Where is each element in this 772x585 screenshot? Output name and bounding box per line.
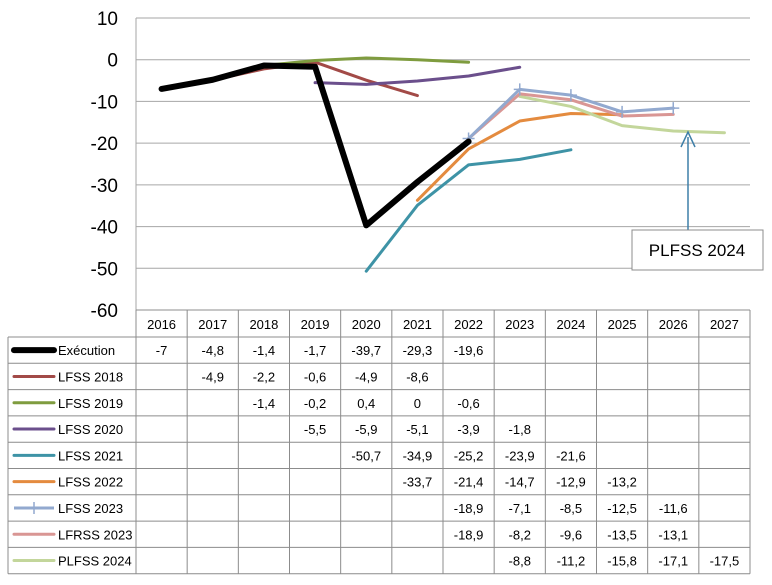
table-cell-value: -5,1 (406, 422, 428, 437)
series-marker (564, 89, 577, 102)
table-cell-value: -23,9 (505, 448, 535, 463)
table-header-year: 2018 (249, 317, 278, 332)
table-header-year: 2020 (352, 317, 381, 332)
table-cell-value: -4,8 (202, 343, 224, 358)
table-header-year: 2026 (659, 317, 688, 332)
table-cell-value: -7 (156, 343, 168, 358)
series-marker (616, 105, 629, 118)
table-cell-value: -25,2 (454, 448, 484, 463)
table-cell-value: -1,8 (509, 422, 531, 437)
table-cell-value: -39,7 (351, 343, 381, 358)
table-row-label: LFSS 2019 (58, 396, 123, 411)
table-row-label: LFSS 2020 (58, 422, 123, 437)
table-row-label: LFSS 2022 (58, 475, 123, 490)
table-row-label: LFRSS 2023 (58, 527, 132, 542)
data-table: 2016 2017 2018 2019 2020 2021 2022 2023 2024 2025… (7, 309, 751, 575)
table-cell-value: -0,6 (304, 369, 326, 384)
table-cell-value: -14,7 (505, 475, 535, 490)
y-tick-label: -20 (91, 134, 118, 155)
table-cell-value: -29,3 (403, 343, 433, 358)
series-line-lfss-2019 (262, 56, 471, 68)
table-cell-value: -8,6 (406, 369, 428, 384)
table-cell-value: -17,1 (658, 554, 688, 569)
series-marker (667, 102, 680, 115)
table-header-year: 2022 (454, 317, 483, 332)
table-cell-value: -21,6 (556, 448, 586, 463)
annotation-arrowhead (680, 130, 696, 148)
table-header-year: 2025 (608, 317, 637, 332)
legend-key-marker (28, 501, 40, 514)
table-cell-value: -19,6 (454, 343, 484, 358)
table-cell-value: -12,5 (607, 501, 637, 516)
table-row-label: LFSS 2021 (58, 448, 123, 463)
table-cell-value: -5,9 (355, 422, 377, 437)
table-header-year: 2024 (556, 317, 585, 332)
table-cell-value: -3,9 (457, 422, 479, 437)
series-line-lfss-2020 (313, 65, 522, 86)
table-cell-value: -1,4 (253, 396, 275, 411)
table-cell-value: -21,4 (454, 475, 484, 490)
y-tick-label: -10 (91, 92, 118, 113)
table-cell-value: -15,8 (607, 554, 637, 569)
series-line-lfss-2021 (364, 148, 573, 273)
y-tick-label: -40 (91, 218, 118, 239)
table-cell-value: -18,9 (454, 501, 484, 516)
y-tick-label: -50 (91, 259, 118, 280)
table-cell-value: -8,5 (560, 501, 582, 516)
y-tick-label: 0 (107, 51, 118, 72)
table-cell-value: -0,6 (457, 396, 479, 411)
table-header-year: 2017 (198, 317, 227, 332)
table-cell-value: -5,5 (304, 422, 326, 437)
table-cell-value: -8,8 (509, 554, 531, 569)
table-cell-value: -2,2 (253, 369, 275, 384)
table-cell-value: -34,9 (403, 448, 433, 463)
table-cell-value: -13,5 (607, 527, 637, 542)
table-cell-value: -13,2 (607, 475, 637, 490)
series-line-ex-cution (158, 62, 472, 229)
annotation-box (631, 229, 764, 271)
table-cell-value: 0,4 (357, 396, 375, 411)
table-cell-value: -9,6 (560, 527, 582, 542)
table-cell-value: -4,9 (355, 369, 377, 384)
series-line-plfss-2024 (518, 94, 726, 135)
table-row-label: Exécution (58, 343, 115, 358)
table-cell-value: -50,7 (351, 448, 381, 463)
table-header-year: 2027 (710, 317, 739, 332)
table-header-year: 2019 (301, 317, 330, 332)
table-cell-value: -8,2 (509, 527, 531, 542)
y-tick-label: 10 (97, 9, 118, 30)
table-header-year: 2021 (403, 317, 432, 332)
series-lines (158, 56, 726, 273)
table-cell-value: -13,1 (658, 527, 688, 542)
table-cell-value: 0 (414, 396, 421, 411)
table-cell-value: -12,9 (556, 475, 586, 490)
table-cell-value: -18,9 (454, 527, 484, 542)
table-cell-value: -17,5 (710, 554, 740, 569)
table-cell-value: -4,9 (202, 369, 224, 384)
table-cell-value: -1,7 (304, 343, 326, 358)
annotation-label: PLFSS 2024 (649, 241, 745, 260)
table-header-year: 2023 (505, 317, 534, 332)
y-tick-label: -30 (91, 176, 118, 197)
table-cell-value: -0,2 (304, 396, 326, 411)
table-row-label: PLFSS 2024 (58, 554, 132, 569)
table-cell-value: -33,7 (403, 475, 433, 490)
table-header-year: 2016 (147, 317, 176, 332)
table-row-label: LFSS 2023 (58, 501, 123, 516)
table-cell-value: -7,1 (509, 501, 531, 516)
annotation: PLFSS 2024 (631, 130, 764, 271)
table-cell-value: -11,2 (557, 554, 586, 569)
table-cell-value: -11,6 (659, 501, 688, 516)
series-marker (513, 83, 526, 96)
y-tick-label: -60 (91, 301, 118, 322)
y-axis-labels: 10 0 -10 -20 -30 -40 -50 -60 (91, 9, 118, 322)
table-row-label: LFSS 2018 (58, 369, 123, 384)
table-cell-value: -1,4 (253, 343, 275, 358)
